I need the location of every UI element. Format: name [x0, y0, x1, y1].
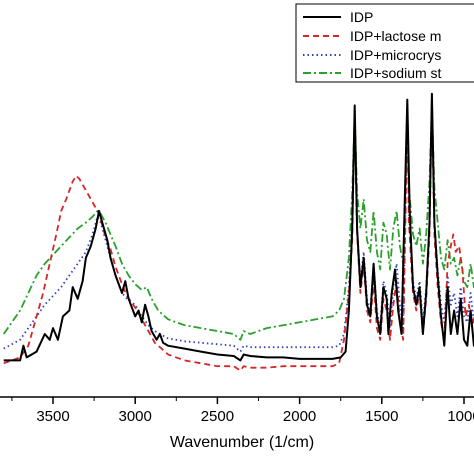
x-tick-label-2000: 2000: [283, 408, 316, 425]
x-tick-label-1500: 1500: [365, 408, 398, 425]
legend-entry-microcrystalline: IDP+microcrys: [303, 47, 441, 63]
series-line-idp-microcrystalline-cellulose: [3, 98, 474, 353]
plot-area: 3500 3000 2500 2000 1500 1000: [0, 92, 474, 425]
x-tick-label-2500: 2500: [201, 408, 234, 425]
legend-label-lactose: IDP+lactose m: [350, 28, 441, 44]
x-tick-label-3000: 3000: [119, 408, 152, 425]
series-group: [2, 92, 474, 372]
legend-entry-lactose: IDP+lactose m: [303, 28, 441, 44]
legend-entry-idp: IDP: [303, 9, 373, 25]
x-tick-label-3500: 3500: [36, 408, 69, 425]
series-line-idp-sodium-starch-glycolate: [2, 104, 474, 341]
x-axis-title: Wavenumber (1/cm): [170, 434, 314, 451]
legend-label-microcrystalline: IDP+microcrys: [350, 47, 441, 63]
series-line-idp: [3, 92, 474, 362]
legend: IDP IDP+lactose m IDP+microcrys IDP+sodi…: [295, 3, 474, 83]
legend-entry-sodium: IDP+sodium st: [303, 65, 442, 81]
x-tick-label-1000: 1000: [447, 408, 474, 425]
legend-label-sodium: IDP+sodium st: [350, 65, 442, 81]
x-axis-ticks: 3500 3000 2500 2000 1500 1000: [11, 397, 474, 425]
legend-label-idp: IDP: [350, 9, 373, 25]
